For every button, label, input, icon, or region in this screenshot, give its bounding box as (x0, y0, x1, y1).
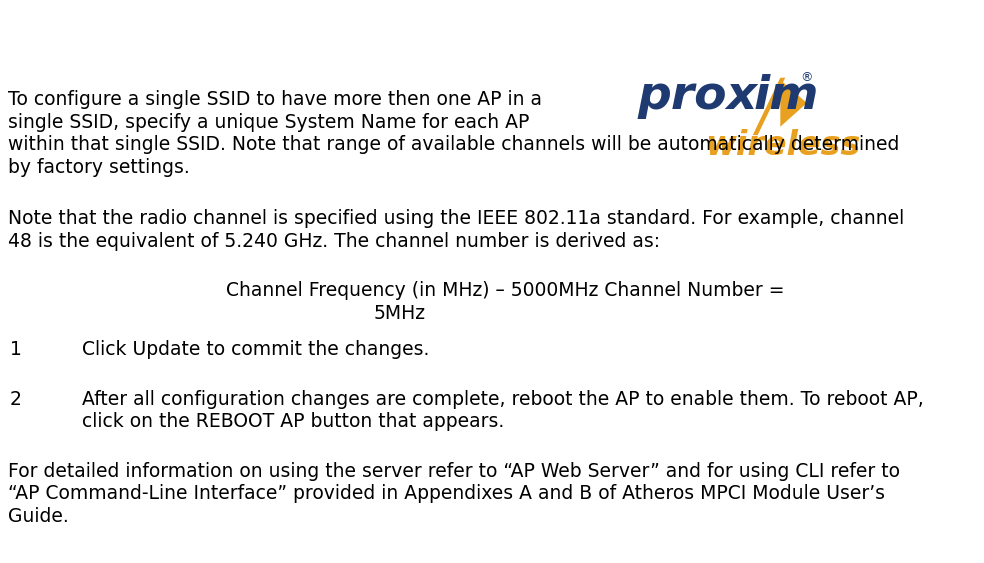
Text: Channel Frequency (in MHz) – 5000MHz Channel Number =: Channel Frequency (in MHz) – 5000MHz Cha… (226, 282, 785, 301)
Text: ®: ® (800, 72, 813, 84)
Text: single SSID, specify a unique System Name for each AP: single SSID, specify a unique System Nam… (8, 113, 529, 132)
Text: 48 is the equivalent of 5.240 GHz. The channel number is derived as:: 48 is the equivalent of 5.240 GHz. The c… (8, 232, 660, 251)
Text: After all configuration changes are complete, reboot the AP to enable them. To r: After all configuration changes are comp… (82, 390, 923, 409)
Text: 2: 2 (10, 390, 22, 409)
Polygon shape (753, 78, 785, 135)
Text: 1: 1 (10, 340, 22, 359)
Text: Note that the radio channel is specified using the IEEE 802.11a standard. For ex: Note that the radio channel is specified… (8, 209, 904, 229)
Polygon shape (780, 80, 807, 127)
Text: click on the REBOOT AP button that appears.: click on the REBOOT AP button that appea… (82, 412, 504, 431)
Text: wireless: wireless (706, 129, 861, 163)
Text: within that single SSID. Note that range of available channels will be automatic: within that single SSID. Note that range… (8, 135, 899, 154)
Text: im: im (754, 74, 820, 119)
Text: prox: prox (638, 74, 758, 119)
Text: Click Update to commit the changes.: Click Update to commit the changes. (82, 340, 429, 359)
Text: 5MHz: 5MHz (374, 304, 426, 323)
Text: For detailed information on using the server refer to “AP Web Server” and for us: For detailed information on using the se… (8, 462, 900, 481)
Text: Guide.: Guide. (8, 507, 69, 526)
Text: “AP Command-Line Interface” provided in Appendixes A and B of Atheros MPCI Modul: “AP Command-Line Interface” provided in … (8, 484, 885, 503)
Text: To configure a single SSID to have more then one AP in a: To configure a single SSID to have more … (8, 90, 542, 109)
Text: by factory settings.: by factory settings. (8, 158, 190, 177)
